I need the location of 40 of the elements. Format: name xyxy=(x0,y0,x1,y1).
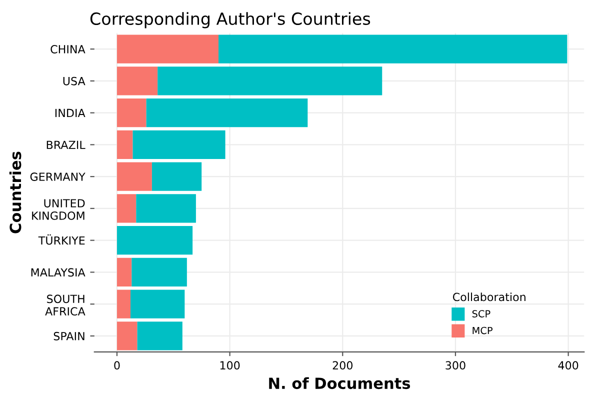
bar xyxy=(158,66,382,96)
bar xyxy=(130,290,185,318)
bar xyxy=(116,226,193,255)
y-axis-title: Countries xyxy=(9,152,22,234)
bar xyxy=(146,98,308,128)
y-tick-label: TÜRKIYE xyxy=(38,234,85,245)
legend-label: MCP xyxy=(472,326,492,334)
bar xyxy=(116,322,138,350)
x-tick-label: 100 xyxy=(220,361,240,370)
bar xyxy=(116,290,131,318)
legend-title: Collaboration xyxy=(452,292,526,302)
legend-label: SCP xyxy=(472,310,490,318)
y-tick-label: USA xyxy=(63,76,86,86)
bar xyxy=(116,162,152,191)
bar xyxy=(116,34,219,64)
x-tick-label: 400 xyxy=(558,361,578,370)
y-tick-label: SPAIN xyxy=(54,332,84,340)
bar xyxy=(116,258,132,287)
bar xyxy=(116,66,158,96)
bar xyxy=(218,34,568,64)
y-tick-label: CHINA xyxy=(50,45,86,54)
bar xyxy=(116,130,133,160)
bar xyxy=(136,194,196,223)
x-tick-label: 300 xyxy=(446,361,466,370)
x-axis-title: N. of Documents xyxy=(269,377,410,390)
y-tick-label: MALAYSIA xyxy=(31,268,86,277)
y-tick-label: SOUTH AFRICA xyxy=(45,294,86,316)
x-tick-label: 200 xyxy=(332,361,352,370)
chart-title: Corresponding Author's Countries xyxy=(90,12,370,28)
y-tick-label: BRAZIL xyxy=(46,140,86,149)
bar xyxy=(152,162,202,191)
y-tick-label: INDIA xyxy=(55,108,86,118)
bar xyxy=(132,130,226,160)
y-tick-label: GERMANY xyxy=(30,172,86,181)
bar xyxy=(116,98,146,128)
bar xyxy=(116,194,136,223)
bar xyxy=(137,322,182,350)
x-tick-label: 0 xyxy=(114,361,120,370)
y-tick-label: UNITED KINGDOM xyxy=(32,199,85,220)
bar xyxy=(132,258,187,287)
